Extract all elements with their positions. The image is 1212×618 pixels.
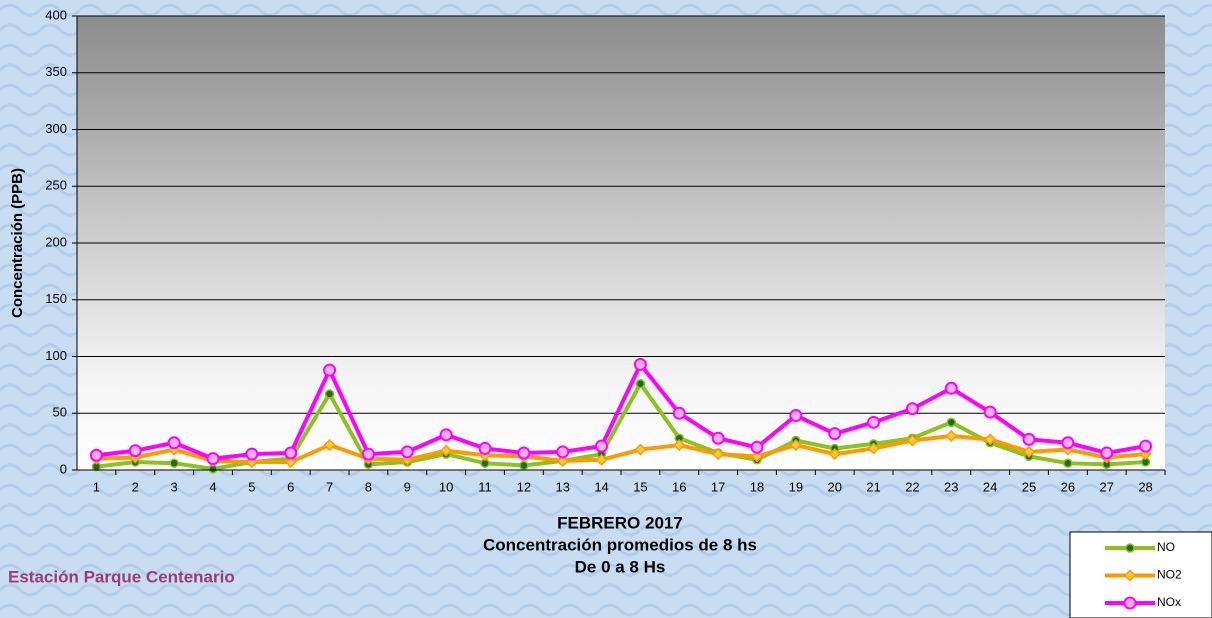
marker [636, 380, 644, 388]
marker [1101, 447, 1112, 458]
y-tick-label: 400 [45, 7, 67, 22]
marker [169, 437, 180, 448]
x-tick-label: 15 [633, 479, 647, 494]
y-tick-label: 250 [45, 178, 67, 193]
x-tick-label: 19 [789, 479, 803, 494]
x-tick-label: 17 [711, 479, 725, 494]
x-tick-label: 22 [905, 479, 919, 494]
x-tick-label: 5 [248, 479, 255, 494]
legend-label: NOx [1157, 595, 1181, 609]
marker [1125, 598, 1136, 609]
marker [324, 365, 335, 376]
x-tick-label: 1 [93, 479, 100, 494]
title: Concentración promedios de 8 hs [483, 535, 757, 554]
marker [868, 417, 879, 428]
marker [1140, 441, 1151, 452]
title: FEBRERO 2017 [557, 513, 683, 532]
x-tick-label: 24 [983, 479, 997, 494]
x-tick-label: 23 [944, 479, 958, 494]
x-tick-label: 26 [1061, 479, 1075, 494]
marker [130, 445, 141, 456]
y-tick-label: 100 [45, 348, 67, 363]
x-tick-label: 13 [555, 479, 569, 494]
marker [208, 453, 219, 464]
marker [246, 449, 257, 460]
legend-label: NO2 [1157, 568, 1182, 582]
y-tick-label: 200 [45, 234, 67, 249]
x-tick-label: 6 [287, 479, 294, 494]
y-tick-label: 350 [45, 64, 67, 79]
x-tick-label: 7 [326, 479, 333, 494]
marker [1126, 544, 1134, 552]
marker [790, 410, 801, 421]
marker [326, 390, 334, 398]
marker [752, 442, 763, 453]
x-tick-label: 18 [750, 479, 764, 494]
y-axis-label: Concentración (PPB) [9, 168, 26, 318]
x-tick-label: 10 [439, 479, 453, 494]
marker [170, 459, 178, 467]
x-tick-label: 8 [365, 479, 372, 494]
marker [91, 450, 102, 461]
marker [363, 449, 374, 460]
subtitle: Estación Parque Centenario [8, 567, 235, 586]
legend-label: NO [1157, 540, 1175, 554]
x-tick-label: 4 [209, 479, 216, 494]
x-tick-label: 27 [1099, 479, 1113, 494]
chart: FEBRERO 2017 Concentración promedios de … [0, 0, 1212, 618]
marker [518, 447, 529, 458]
y-tick-label: 300 [45, 121, 67, 136]
marker [907, 403, 918, 414]
x-tick-label: 21 [866, 479, 880, 494]
marker [985, 407, 996, 418]
marker [402, 446, 413, 457]
title: De 0 a 8 Hs [575, 557, 666, 576]
marker [1064, 459, 1072, 467]
marker [713, 433, 724, 444]
x-tick-label: 3 [171, 479, 178, 494]
x-tick-label: 25 [1022, 479, 1036, 494]
x-tick-label: 12 [517, 479, 531, 494]
x-tick-label: 28 [1138, 479, 1152, 494]
marker [946, 383, 957, 394]
y-tick-label: 50 [53, 405, 67, 420]
marker [285, 447, 296, 458]
marker [520, 461, 528, 469]
marker [1062, 437, 1073, 448]
x-tick-label: 16 [672, 479, 686, 494]
marker [596, 441, 607, 452]
marker [480, 443, 491, 454]
x-tick-label: 2 [132, 479, 139, 494]
x-tick-label: 20 [827, 479, 841, 494]
x-tick-label: 11 [478, 479, 492, 494]
x-tick-label: 14 [594, 479, 608, 494]
marker [829, 428, 840, 439]
x-tick-label: 9 [404, 479, 411, 494]
y-tick-label: 0 [60, 461, 67, 476]
marker [947, 418, 955, 426]
y-tick-label: 150 [45, 291, 67, 306]
marker [557, 446, 568, 457]
marker [674, 408, 685, 419]
marker [1024, 434, 1035, 445]
marker [441, 429, 452, 440]
marker [635, 359, 646, 370]
